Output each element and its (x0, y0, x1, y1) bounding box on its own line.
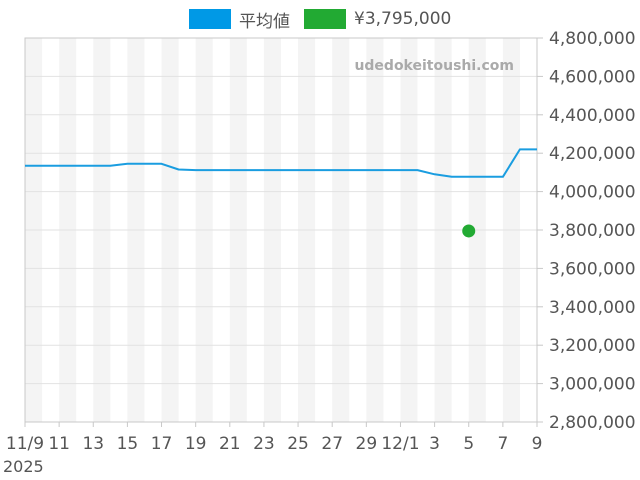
plot-border (24, 37, 538, 423)
legend-swatch-average (189, 9, 231, 29)
legend-label-listing: ¥3,795,000 (354, 9, 452, 29)
watermark: udedokeitoushi.com (354, 58, 514, 74)
y-tick-label: 2,800,000 (549, 413, 636, 433)
y-axis-ticks: 2,800,000 3,000,000 3,200,000 3,400,000 3,60… (549, 29, 636, 433)
x-tick-label: 9 (532, 434, 543, 454)
x-tick-label: 15 (117, 434, 139, 454)
x-tick-label: 3 (429, 434, 440, 454)
y-tick-label: 4,200,000 (549, 144, 636, 164)
legend: 平均値 ¥3,795,000 (0, 6, 640, 32)
x-tick-label: 29 (356, 434, 378, 454)
x-tick-label: 23 (253, 434, 275, 454)
legend-swatch-listing (304, 9, 346, 29)
y-tick-label: 3,000,000 (549, 375, 636, 395)
x-tick-label: 11 (48, 434, 70, 454)
legend-label-average: 平均値 (239, 11, 290, 32)
y-tick-label: 4,800,000 (549, 29, 636, 49)
x-tick-label: 25 (287, 434, 309, 454)
series-layer (25, 148, 537, 238)
y-tick-label: 4,600,000 (549, 67, 636, 87)
series-line-average (25, 148, 537, 178)
x-tick-label: 19 (185, 434, 207, 454)
x-tick-label: 5 (463, 434, 474, 454)
y-tick-label: 3,800,000 (549, 221, 636, 241)
legend-item-average[interactable]: 平均値 (189, 8, 290, 32)
y-tick-label: 3,200,000 (549, 336, 636, 356)
x-axis-year-label: 2025 (3, 457, 44, 476)
x-axis-ticks: 11/9 11 13 15 17 19 21 23 25 27 29 12/1 3 5 7 9 (6, 422, 543, 454)
y-tick-label: 4,000,000 (549, 183, 636, 203)
data-point-listing (462, 224, 476, 238)
x-tick-label: 17 (151, 434, 173, 454)
x-tick-label: 7 (497, 434, 508, 454)
x-tick-label: 21 (219, 434, 241, 454)
y-tick-label: 3,400,000 (549, 298, 636, 318)
legend-item-listing[interactable]: ¥3,795,000 (304, 8, 451, 30)
y-tick-label: 4,400,000 (549, 106, 636, 126)
x-tick-label: 12/1 (381, 434, 419, 454)
x-tick-label: 27 (321, 434, 343, 454)
y-tick-label: 3,600,000 (549, 259, 636, 279)
x-tick-label: 13 (82, 434, 104, 454)
x-tick-label: 11/9 (6, 434, 44, 454)
